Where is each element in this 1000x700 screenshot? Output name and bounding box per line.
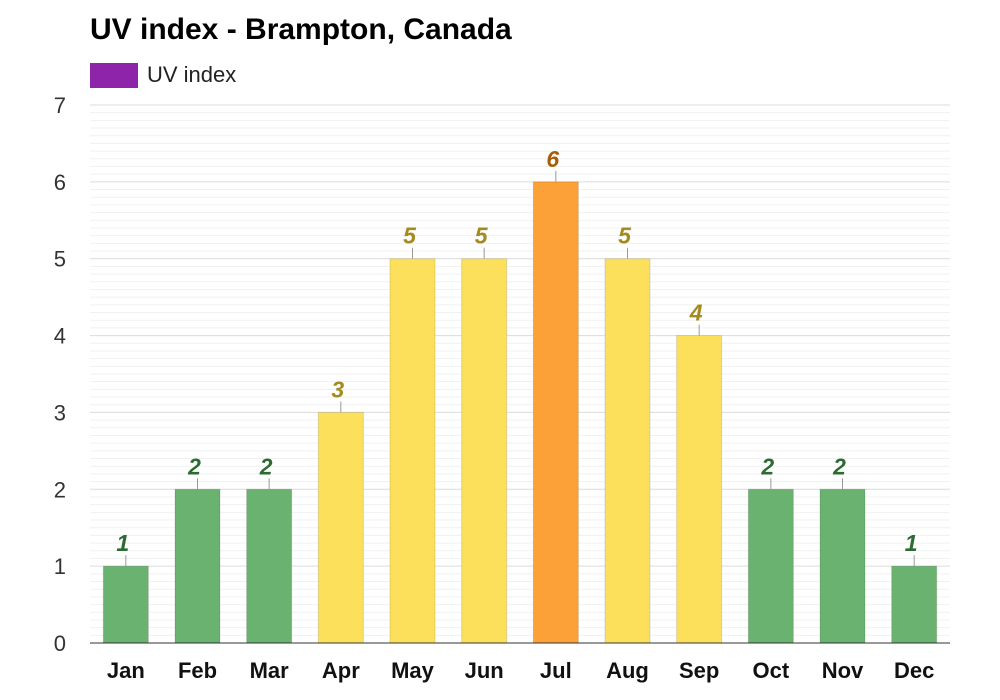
data-label: 5 (403, 223, 417, 249)
y-tick-label: 0 (54, 631, 66, 656)
data-label: 1 (116, 530, 129, 556)
y-tick-label: 3 (54, 400, 66, 425)
bar (246, 488, 293, 644)
x-tick-label: Sep (679, 658, 719, 683)
x-tick-label: May (391, 658, 435, 683)
y-tick-label: 7 (54, 93, 66, 118)
bar (891, 565, 938, 644)
x-tick-label: Mar (250, 658, 290, 683)
bar (461, 258, 508, 644)
data-label: 1 (905, 530, 918, 556)
data-label: 2 (760, 453, 774, 479)
chart-title: UV index - Brampton, Canada (90, 13, 512, 46)
data-label: 3 (331, 376, 344, 402)
legend-label: UV index (147, 62, 237, 87)
data-label: 4 (689, 300, 703, 326)
x-tick-label: Nov (822, 658, 864, 683)
y-tick-label: 1 (54, 554, 66, 579)
x-tick-label: Aug (606, 658, 649, 683)
bar (676, 335, 723, 644)
legend-swatch (90, 62, 138, 88)
data-label: 2 (832, 453, 846, 479)
bar (389, 258, 436, 644)
x-tick-label: Jan (107, 658, 145, 683)
bar (317, 411, 364, 644)
bar (819, 488, 866, 644)
y-tick-label: 6 (54, 170, 66, 195)
data-label: 2 (187, 453, 201, 479)
bar (604, 258, 651, 644)
x-tick-label: Oct (752, 658, 789, 683)
bar (747, 488, 794, 644)
x-tick-label: Jun (465, 658, 504, 683)
y-tick-label: 5 (54, 247, 66, 272)
data-label: 2 (259, 453, 273, 479)
bar (102, 565, 149, 644)
x-tick-label: Jul (540, 658, 572, 683)
y-tick-label: 2 (54, 477, 66, 502)
x-tick-label: Dec (894, 658, 934, 683)
data-label: 6 (546, 146, 559, 172)
bar (532, 181, 579, 644)
x-tick-label: Apr (322, 658, 360, 683)
grid (90, 104, 950, 644)
data-label: 5 (618, 223, 632, 249)
data-label: 5 (475, 223, 489, 249)
y-tick-label: 4 (54, 324, 66, 349)
legend[interactable]: UV index (90, 62, 236, 88)
bar (174, 488, 221, 644)
x-tick-label: Feb (178, 658, 217, 683)
